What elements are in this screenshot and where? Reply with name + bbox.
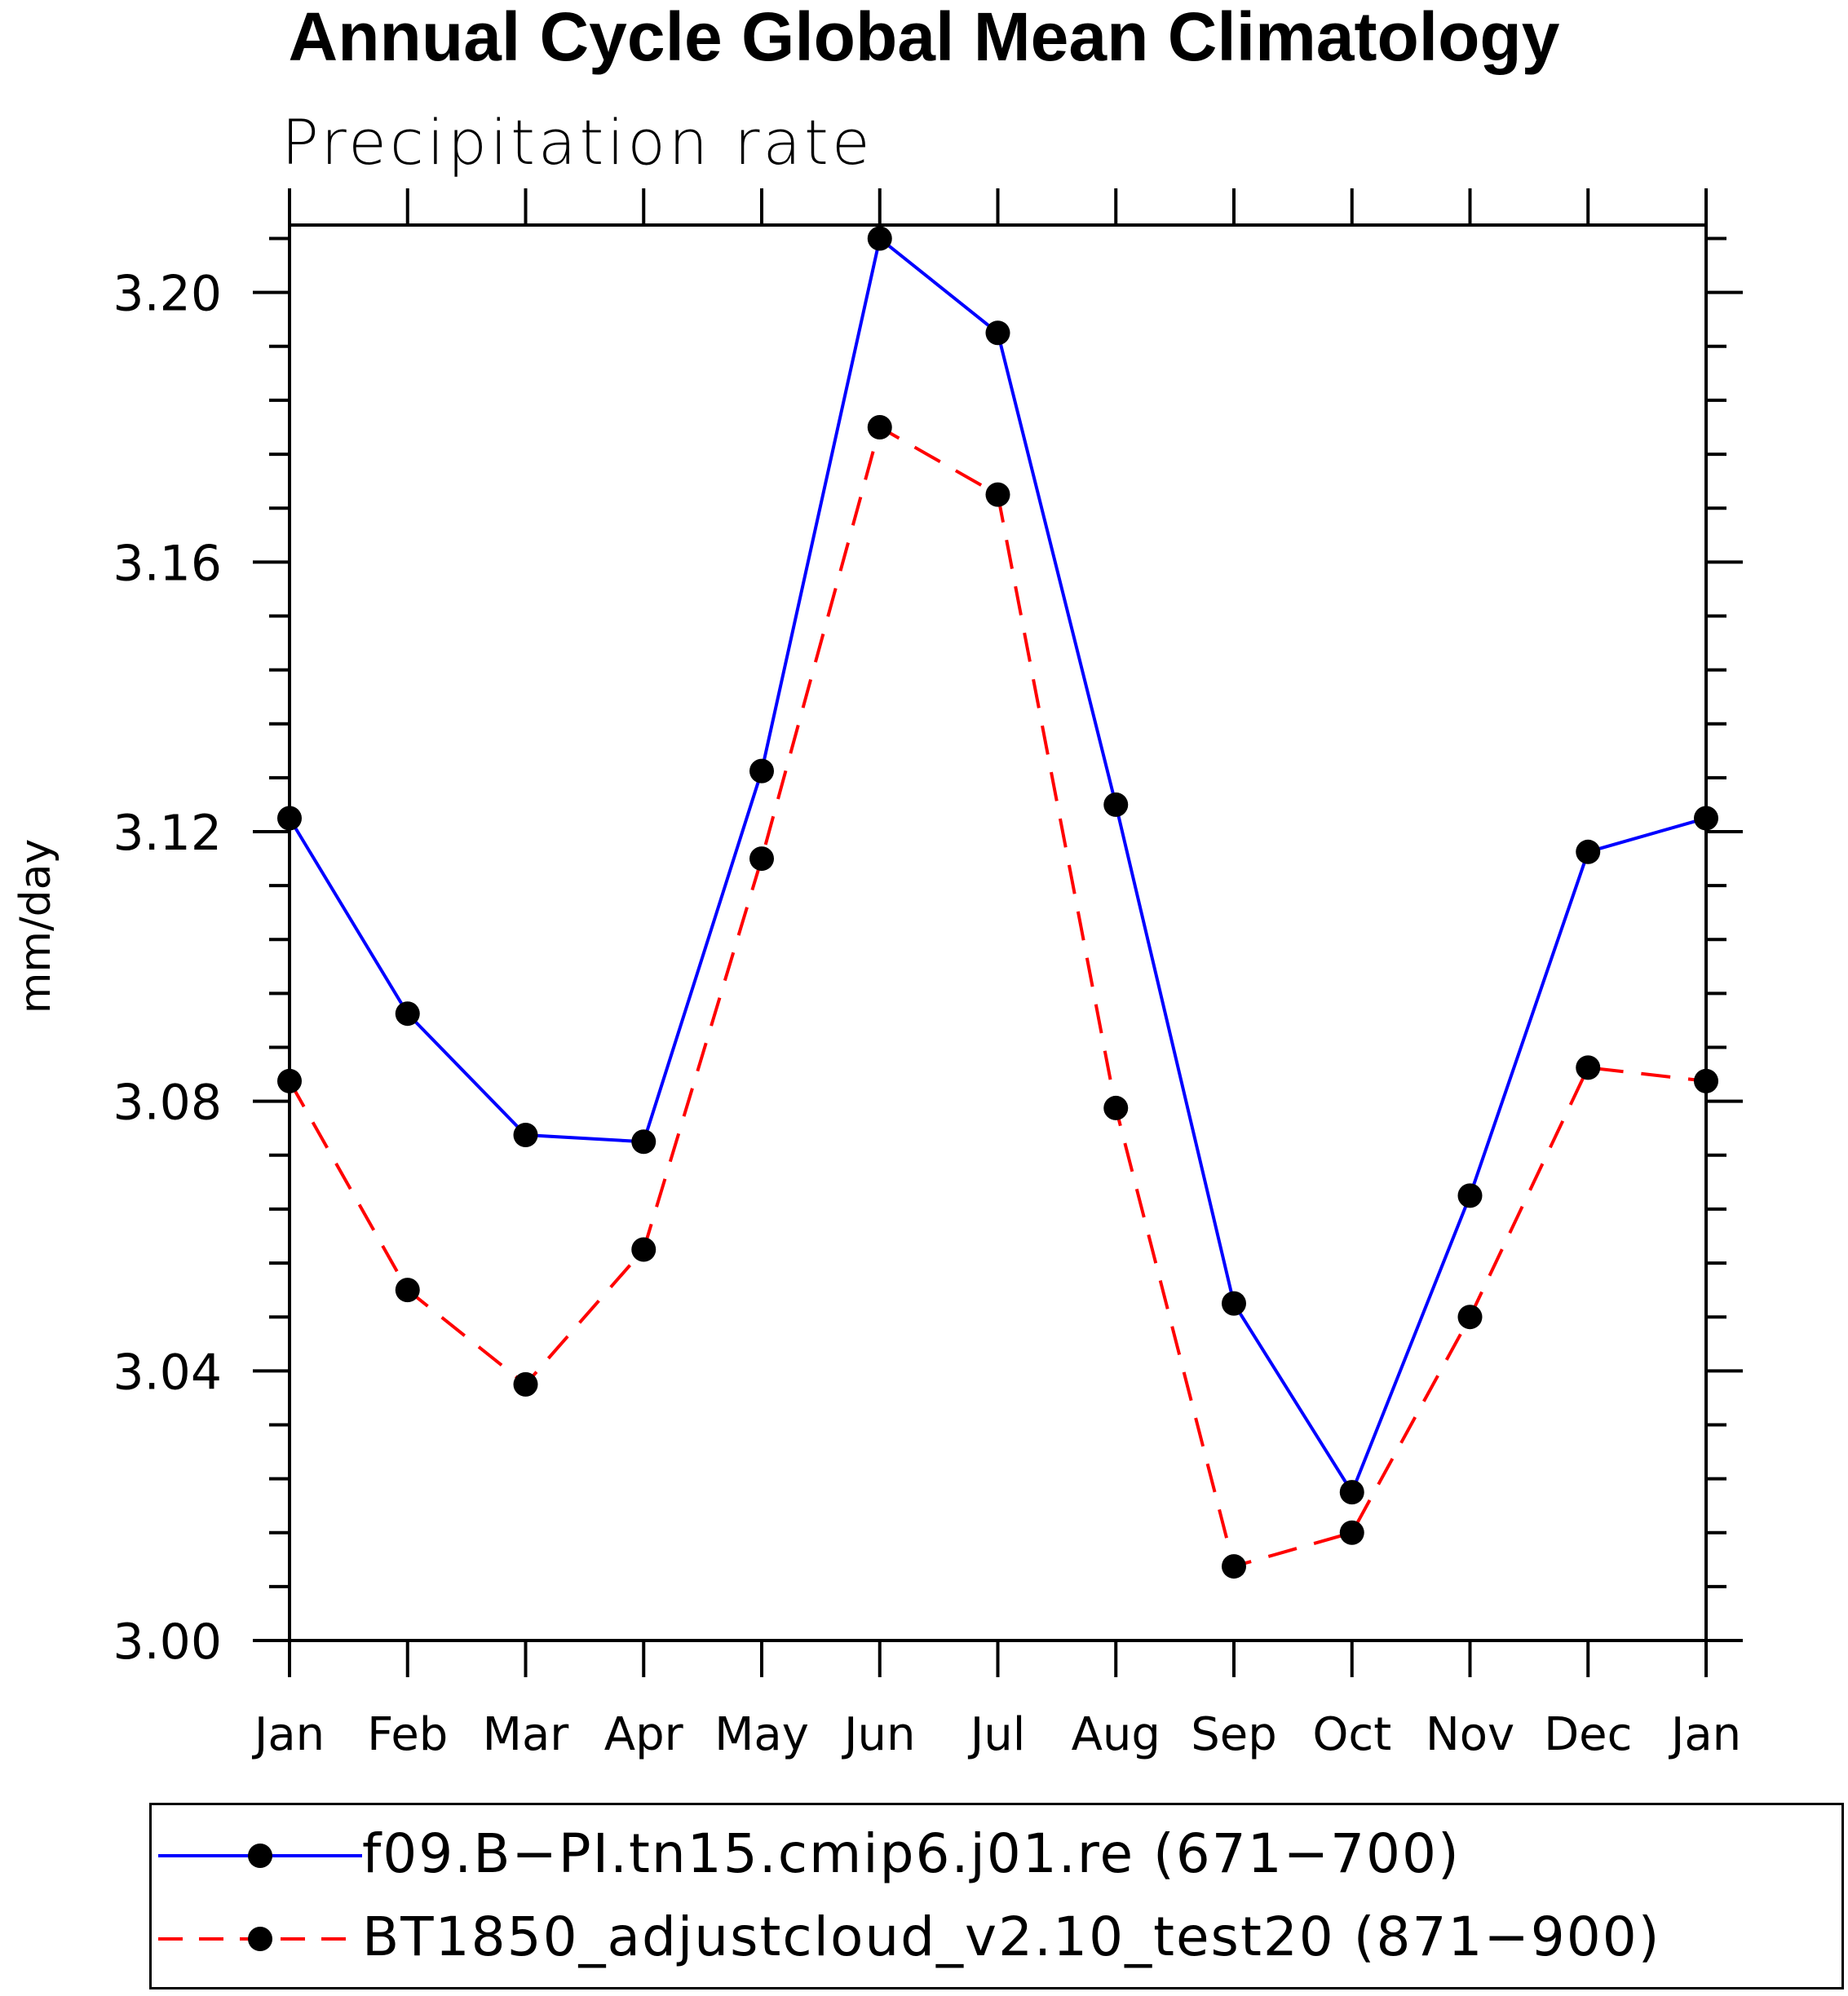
data-point-series-1 (513, 1123, 538, 1147)
legend-sample-layer (158, 1844, 362, 1951)
y-tick-label: 3.08 (113, 1075, 222, 1132)
x-tick-label: Jan (252, 1708, 325, 1761)
legend-marker-series-1 (248, 1844, 272, 1868)
y-tick-label: 3.20 (113, 266, 222, 323)
data-point-series-2 (749, 846, 774, 872)
y-tick-label: 3.04 (113, 1344, 222, 1401)
series-layer (288, 235, 1707, 1569)
y-tick-label: 3.12 (113, 805, 222, 862)
x-tick-label: Aug (1072, 1708, 1161, 1761)
x-tick-label: Jun (842, 1708, 916, 1761)
data-point-series-2 (985, 482, 1010, 507)
x-tick-label: Nov (1426, 1708, 1514, 1761)
data-point-series-2 (513, 1371, 538, 1397)
chart-title: Annual Cycle Global Mean Climatology (288, 0, 1560, 75)
data-point-series-1 (749, 758, 774, 784)
data-point-series-2 (1222, 1554, 1246, 1579)
x-tick-label: Sep (1191, 1708, 1277, 1761)
data-point-series-2 (277, 1068, 302, 1093)
data-point-series-2 (395, 1278, 420, 1303)
marker-layer (277, 226, 1718, 1579)
series-line-1 (288, 235, 1707, 1496)
ticks-layer: Jan Feb Mar Apr May Jun Jul Aug Sep Oct Nov Dec Jan 3… (113, 188, 1743, 1761)
data-point-series-2 (1576, 1055, 1601, 1080)
data-point-series-1 (867, 226, 892, 251)
data-point-series-1 (631, 1129, 657, 1155)
data-point-series-2 (1694, 1068, 1718, 1093)
legend (149, 1803, 1844, 1989)
data-point-series-2 (867, 415, 892, 439)
chart-subtitle: Precipitation rate (281, 106, 873, 179)
plot-frame (288, 223, 1708, 1642)
legend-marker-series-2 (248, 1927, 272, 1951)
x-tick-label: Apr (604, 1708, 684, 1761)
data-point-series-1 (985, 320, 1010, 346)
y-tick-label: 3.00 (113, 1614, 222, 1671)
legend-label-series-2: BT1850_adjustcloud_v2.10_test20 (871−900… (362, 1905, 1661, 1968)
data-point-series-1 (1457, 1183, 1483, 1208)
x-tick-label: Dec (1544, 1708, 1632, 1761)
data-point-series-1 (395, 1001, 420, 1027)
x-tick-label: Jul (968, 1708, 1026, 1761)
x-tick-label: Jan (1669, 1708, 1741, 1761)
x-tick-label: Feb (367, 1708, 448, 1761)
data-point-series-1 (277, 806, 302, 831)
data-point-series-1 (1222, 1291, 1246, 1316)
data-point-series-1 (1576, 839, 1601, 864)
y-axis-label: mm/day (11, 838, 60, 1014)
data-point-series-2 (631, 1237, 657, 1262)
legend-label-series-1: f09.B−PI.tn15.cmip6.j01.re (671−700) (362, 1822, 1461, 1885)
data-point-series-2 (1339, 1520, 1364, 1545)
data-point-series-1 (1694, 806, 1718, 831)
x-tick-label: Oct (1312, 1708, 1391, 1761)
y-tick-label: 3.16 (113, 535, 222, 592)
x-tick-label: May (714, 1708, 809, 1761)
data-point-series-1 (1339, 1480, 1364, 1505)
data-point-series-1 (1103, 792, 1129, 817)
series-line-2 (288, 424, 1707, 1569)
data-point-series-2 (1103, 1095, 1129, 1120)
data-point-series-2 (1457, 1305, 1483, 1330)
x-tick-label: Mar (483, 1708, 570, 1761)
